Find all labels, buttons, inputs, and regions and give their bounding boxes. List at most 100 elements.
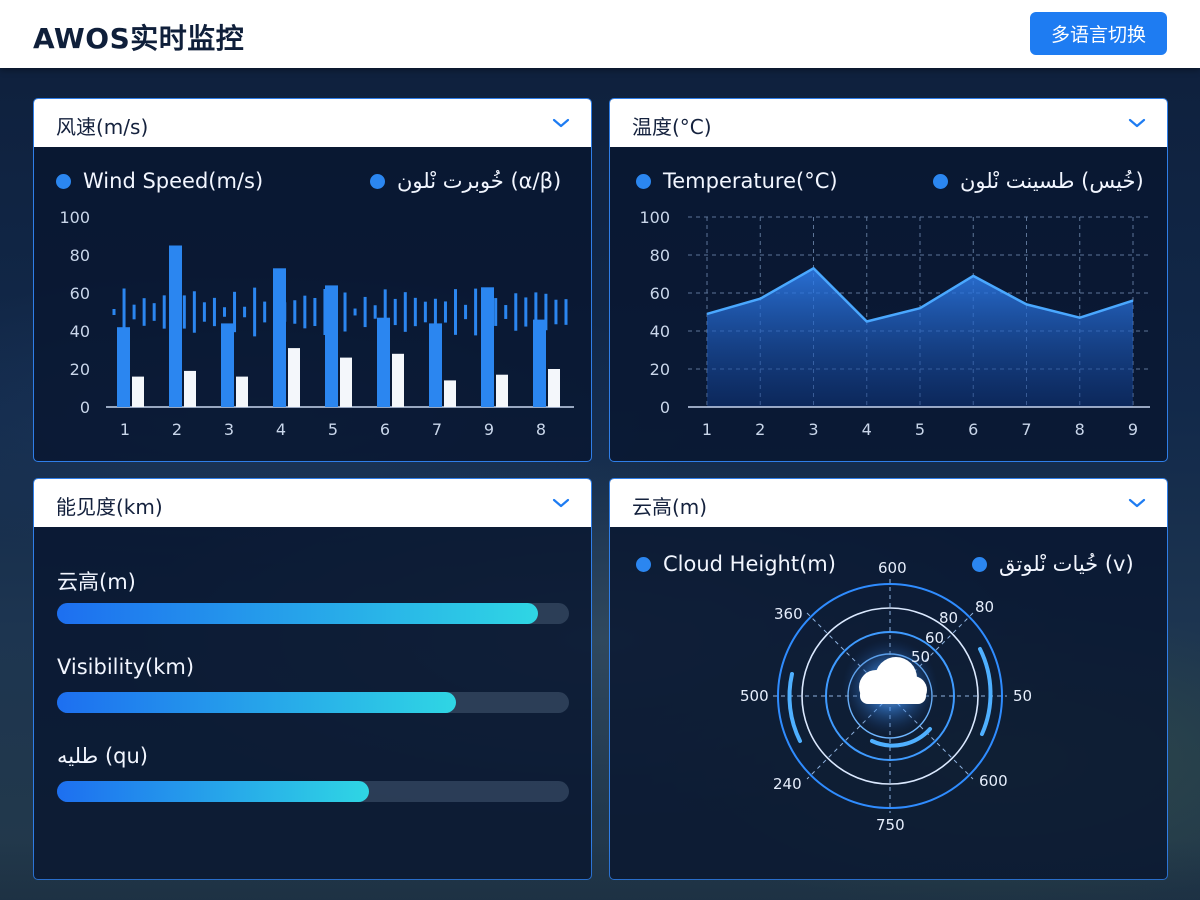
- radar-label: 60: [925, 629, 944, 647]
- radar-label: 240: [773, 775, 802, 793]
- bar-secondary: [236, 376, 248, 407]
- bar-secondary: [184, 370, 196, 407]
- radar-label: 750: [876, 816, 905, 834]
- x-tick-label: 4: [276, 420, 286, 439]
- bar-wind-speed: [169, 245, 182, 407]
- legend-item: Cloud Height(m): [636, 552, 836, 576]
- legend-dot-icon: [370, 173, 385, 189]
- bar-wind-speed: [273, 268, 286, 407]
- bar-secondary: [444, 380, 456, 407]
- x-tick-label: 4: [862, 420, 872, 439]
- x-tick-label: 6: [968, 420, 978, 439]
- y-tick-label: 100: [59, 208, 90, 227]
- bar-secondary: [496, 374, 508, 407]
- y-tick-label: 20: [650, 360, 670, 379]
- bar-wind-speed: [429, 323, 442, 407]
- visibility-panel: 能见度(km) 云高(m) Visibility(km) طليه (qu): [33, 478, 592, 880]
- x-tick-label: 3: [808, 420, 818, 439]
- radar-label: 500: [740, 687, 769, 705]
- legend-label: خُوبرت نْلون (α/β): [397, 169, 562, 193]
- legend-label: خُيات نْلوتق (v): [999, 552, 1134, 576]
- top-bar: AWOS实时监控 多语言切换: [0, 0, 1200, 68]
- panel-header[interactable]: 云高(m): [610, 479, 1167, 527]
- panel-header[interactable]: 能见度(km): [34, 479, 591, 527]
- legend-dot-icon: [56, 173, 71, 189]
- y-tick-label: 80: [650, 246, 670, 265]
- progress-fill: [57, 781, 370, 802]
- x-tick-label: 1: [120, 420, 130, 439]
- bar-wind-speed: [481, 287, 494, 407]
- radar-label: 600: [878, 559, 907, 577]
- panel-title: 云高(m): [632, 495, 708, 519]
- y-tick-label: 20: [70, 360, 90, 379]
- panel-header[interactable]: 风速(m/s): [34, 99, 591, 147]
- legend-label: Wind Speed(m/s): [83, 169, 264, 193]
- progress-label: Visibility(km): [57, 655, 195, 679]
- bar-secondary: [548, 369, 560, 407]
- radar-label: 80: [939, 609, 958, 627]
- x-tick-label: 7: [1021, 420, 1031, 439]
- x-tick-label: 3: [224, 420, 234, 439]
- legend-item: Temperature(°C): [636, 169, 838, 193]
- radar-label: 50: [911, 648, 930, 666]
- progress-track: [57, 603, 569, 624]
- radar-label: 80: [975, 598, 994, 616]
- y-tick-label: 60: [70, 284, 90, 303]
- bar-wind-speed: [221, 323, 234, 407]
- legend-label: Cloud Height(m): [663, 552, 836, 576]
- x-tick-label: 2: [755, 420, 765, 439]
- x-tick-label: 5: [328, 420, 338, 439]
- radar-rings: [773, 579, 1007, 813]
- x-tick-label: 8: [1075, 420, 1085, 439]
- y-tick-label: 40: [70, 322, 90, 341]
- x-tick-label: 9: [1128, 420, 1138, 439]
- chevron-down-icon[interactable]: [551, 113, 571, 133]
- y-tick-label: 80: [70, 246, 90, 265]
- y-tick-label: 100: [639, 208, 670, 227]
- progress-label: 云高(m): [57, 570, 136, 594]
- legend-dot-icon: [636, 556, 651, 572]
- bar-secondary: [392, 353, 404, 407]
- x-tick-label: 8: [536, 420, 546, 439]
- radar-label: 360: [774, 605, 803, 623]
- temperature-area: [707, 268, 1133, 407]
- y-tick-label: 40: [650, 322, 670, 341]
- panel-header[interactable]: 温度(°C): [610, 99, 1167, 147]
- legend-dot-icon: [636, 173, 651, 189]
- wind-speed-panel: 风速(m/s) Wind Speed(m/s) خُوبرت نْلون (α/…: [33, 98, 592, 462]
- panel-title: 能见度(km): [56, 495, 163, 519]
- bar-secondary: [288, 348, 300, 407]
- chevron-down-icon[interactable]: [1127, 113, 1147, 133]
- legend-item: خُيات نْلوتق (v): [972, 552, 1134, 576]
- bar-wind-speed: [533, 319, 546, 407]
- x-tick-label: 7: [432, 420, 442, 439]
- x-tick-label: 1: [702, 420, 712, 439]
- chevron-down-icon[interactable]: [1127, 493, 1147, 513]
- legend-item: خُيس) طسينت نْلون): [933, 169, 1144, 193]
- temperature-line: [706, 267, 1134, 323]
- legend-dot-icon: [933, 173, 948, 189]
- progress-label: طليه (qu): [57, 744, 148, 768]
- bar-secondary: [132, 376, 144, 407]
- bar-wind-speed: [377, 317, 390, 407]
- temperature-panel: 温度(°C) Temperature(°C) خُيس) طسينت نْلون…: [609, 98, 1168, 462]
- progress-track: [57, 692, 569, 713]
- y-tick-label: 0: [80, 398, 90, 417]
- app-title: AWOS实时监控: [33, 22, 245, 55]
- panel-title: 风速(m/s): [56, 115, 149, 139]
- legend-label: خُيس) طسينت نْلون): [960, 169, 1144, 193]
- cloud-radar-gauge: 600 80 80 60 50 360 500 50 240 600 750: [740, 559, 1032, 834]
- bar-wind-speed: [117, 327, 130, 407]
- bar-secondary: [340, 357, 352, 407]
- wind-speed-chart: 0 20 40 60 80 100 1 2 3 4 5 6 7 9 8: [59, 208, 574, 439]
- legend-item: خُوبرت نْلون (α/β): [370, 169, 561, 193]
- y-tick-label: 0: [660, 398, 670, 417]
- progress-fill: [57, 603, 539, 624]
- progress-track: [57, 781, 569, 802]
- chevron-down-icon[interactable]: [551, 493, 571, 513]
- temperature-chart: 0 20 40 60 80 100 1 2 3 4 5 6 7 8 9: [639, 208, 1150, 439]
- language-switch-button[interactable]: 多语言切换: [1030, 12, 1167, 55]
- progress-fill: [57, 692, 457, 713]
- x-tick-label: 6: [380, 420, 390, 439]
- radar-label: 50: [1013, 687, 1032, 705]
